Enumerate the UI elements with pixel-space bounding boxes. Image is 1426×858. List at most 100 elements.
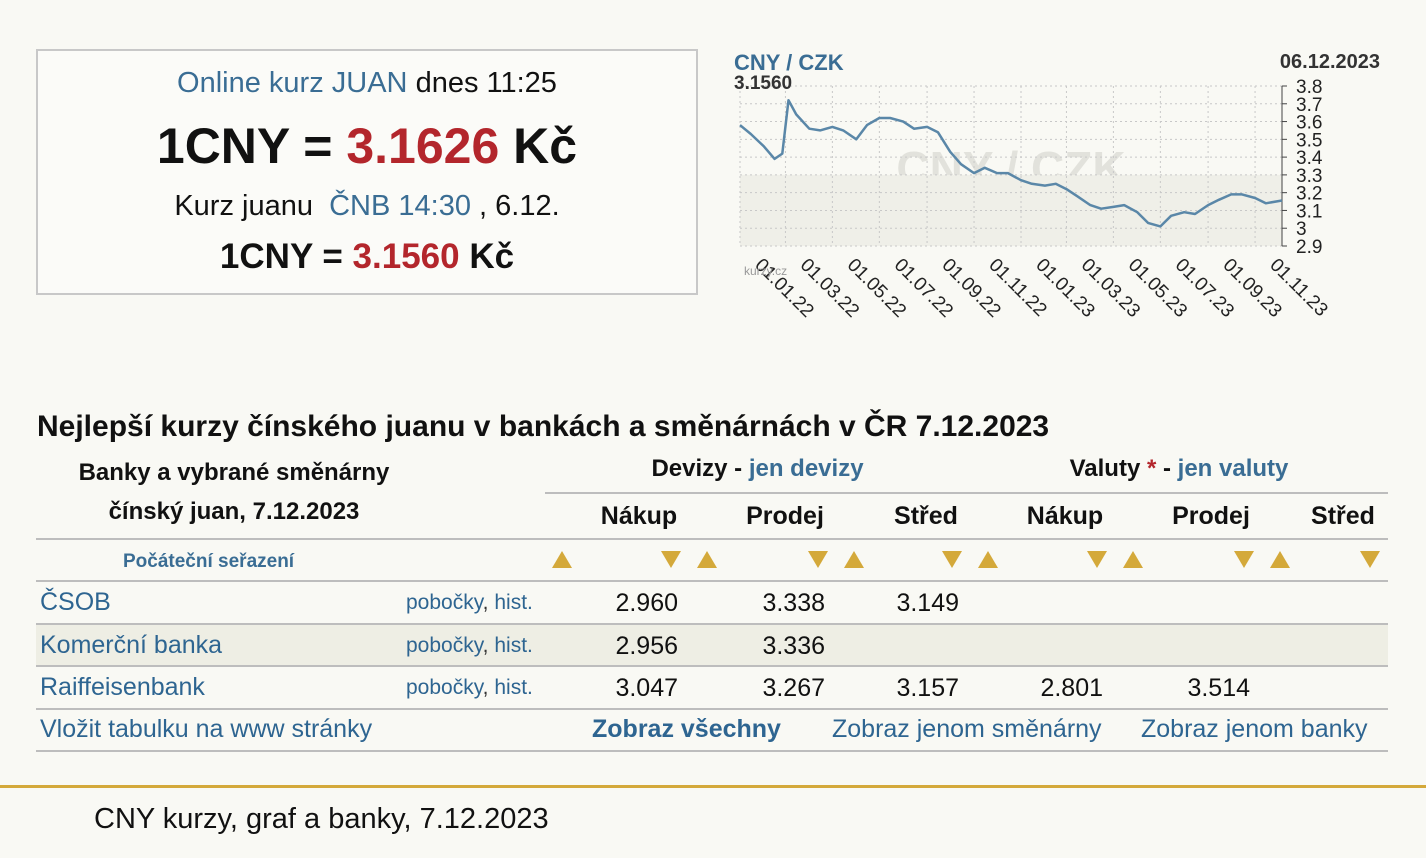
rate-box: Online kurz JUAN dnes 11:25 1CNY = 3.162… [36,49,698,295]
bank-links: pobočky, hist. [406,676,533,700]
banks-header-line2: čínský juan, 7.12.2023 [108,498,360,525]
table-row: ČSOB pobočky, hist. 2.960 3.338 3.149 [36,582,1388,624]
sort-down-arrow-icon[interactable] [808,551,828,568]
cnb-rate-date: , 6.12. [479,190,560,222]
show-banks-link[interactable]: Zobraz jenom banky [1141,715,1368,743]
devizy-sell-value: 3.336 [762,632,825,660]
footer-rule [0,785,1426,788]
col-devizy-sell[interactable]: Prodej [746,502,824,530]
chart-y-tick-label: 3.5 [1296,130,1322,151]
sort-down-arrow-icon[interactable] [1087,551,1107,568]
devizy-sell-value: 3.267 [762,674,825,702]
banks-header-line1: Banky a vybrané směnárny [78,459,390,486]
only-devizy-link[interactable]: jen devizy [748,455,864,482]
sort-down-arrow-icon[interactable] [1360,551,1380,568]
chart-y-tick-label: 2.9 [1296,237,1322,258]
sort-up-arrow-icon[interactable] [552,551,572,568]
branches-link[interactable]: pobočky [406,634,483,657]
cny-czk-chart[interactable]: CNY / CZK 3.8 3.7 3.6 3.5 3.4 3.3 3.2 3.1 3 2.9 01… [730,46,1390,346]
embed-table-link[interactable]: Vložit tabulku na www stránky [40,715,373,743]
devizy-buy-value: 3.047 [615,674,678,702]
col-valuty-mid[interactable]: Střed [1311,502,1375,530]
cnb-rate-label: Kurz juanu [174,190,313,222]
sort-up-arrow-icon[interactable] [697,551,717,568]
history-link[interactable]: hist. [494,676,533,699]
chart-y-tick-label: 3.4 [1296,148,1323,169]
header-divider [36,538,1388,540]
cnb-rate-lhs: 1CNY = [219,237,353,276]
sort-down-arrow-icon[interactable] [1234,551,1254,568]
col-devizy-mid[interactable]: Střed [894,502,958,530]
online-rate-time: dnes 11:25 [415,67,557,99]
col-devizy-buy[interactable]: Nákup [600,502,678,530]
sort-up-arrow-icon[interactable] [844,551,864,568]
valuty-group-header: Valuty * - jen valuty [970,455,1388,483]
chart-y-tick-label: 3.7 [1296,95,1322,116]
online-rate-heading: Online kurz JUAN dnes 11:25 [38,67,696,100]
branches-link[interactable]: pobočky [406,676,483,699]
bank-name-link[interactable]: Komerční banka [40,631,223,659]
show-all-link[interactable]: Zobraz všechny [592,715,781,743]
devizy-dash: - [727,455,749,482]
only-valuty-link[interactable]: jen valuty [1177,455,1289,482]
devizy-group-header: Devizy - jen devizy [545,455,970,483]
row-divider [36,623,1388,625]
chart-y-tick-label: 3.2 [1296,184,1322,205]
devizy-buy-value: 2.956 [615,632,678,660]
sort-up-arrow-icon[interactable] [1123,551,1143,568]
links-separator: , [482,591,495,614]
table-row: Komerční banka pobočky, hist. 2.956 3.33… [36,625,1388,667]
cnb-rate-heading: Kurz juanu ČNB 14:30 , 6.12. [38,190,696,223]
chart-brand-logo: kurzy.cz [744,264,787,278]
devizy-mid-value: 3.157 [896,674,959,702]
devizy-buy-value: 2.960 [615,589,678,617]
sort-up-arrow-icon[interactable] [1270,551,1290,568]
sort-up-arrow-icon[interactable] [978,551,998,568]
table-bottom-divider [36,750,1388,752]
online-rate-lhs: 1CNY = [156,118,347,174]
chart-y-tick-label: 3.1 [1296,201,1322,222]
chart-y-tick-label: 3.8 [1296,77,1322,98]
valuty-star: * [1140,455,1157,482]
devizy-mid-value: 3.149 [896,589,959,617]
default-sort-link[interactable]: Počáteční seřazení [123,551,295,572]
bank-name-link[interactable]: ČSOB [40,588,111,616]
cnb-rate-link[interactable]: ČNB 14:30 [329,190,471,222]
chart-y-tick-label: 3 [1296,219,1307,240]
row-divider [36,708,1388,710]
chart-svg: CNY / CZK 3.83.73.63.53.43.33.23.132.901… [734,50,1380,322]
online-rate-value-line: 1CNY = 3.1626 Kč [38,117,696,175]
sort-down-arrow-icon[interactable] [661,551,681,568]
chart-date-label: 06.12.2023 [1280,51,1380,73]
sort-down-arrow-icon[interactable] [942,551,962,568]
valuty-label: Valuty [1069,455,1141,482]
row-divider [36,580,1388,582]
devizy-sell-value: 3.338 [762,589,825,617]
footer-caption: CNY kurzy, graf a banky, 7.12.2023 [94,803,549,835]
chart-y-tick-label: 3.3 [1296,166,1322,187]
bank-links: pobočky, hist. [406,591,533,615]
branches-link[interactable]: pobočky [406,591,483,614]
show-exchanges-link[interactable]: Zobraz jenom směnárny [832,715,1102,743]
online-rate-unit: Kč [499,118,578,174]
group-divider [545,492,1388,494]
online-rate-value: 3.1626 [346,118,500,174]
col-valuty-buy[interactable]: Nákup [1026,502,1104,530]
rates-table-title: Nejlepší kurzy čínského juanu v bankách … [37,410,1050,443]
cnb-rate-value: 3.1560 [352,237,460,276]
table-row: Raiffeisenbank pobočky, hist. 3.047 3.26… [36,667,1388,709]
online-rate-link[interactable]: Online kurz JUAN [177,67,408,99]
chart-last-value: 3.1560 [734,73,792,94]
chart-y-tick-label: 3.6 [1296,113,1322,134]
col-valuty-sell[interactable]: Prodej [1172,502,1250,530]
valuty-buy-value: 2.801 [1040,674,1103,702]
history-link[interactable]: hist. [494,591,533,614]
links-separator: , [482,676,495,699]
devizy-label: Devizy [651,455,728,482]
valuty-sell-value: 3.514 [1187,674,1250,702]
valuty-dash: - [1156,455,1178,482]
chart-series-line [739,98,1283,228]
history-link[interactable]: hist. [494,634,533,657]
bank-name-link[interactable]: Raiffeisenbank [40,673,205,701]
cnb-rate-value-line: 1CNY = 3.1560 Kč [38,237,696,277]
